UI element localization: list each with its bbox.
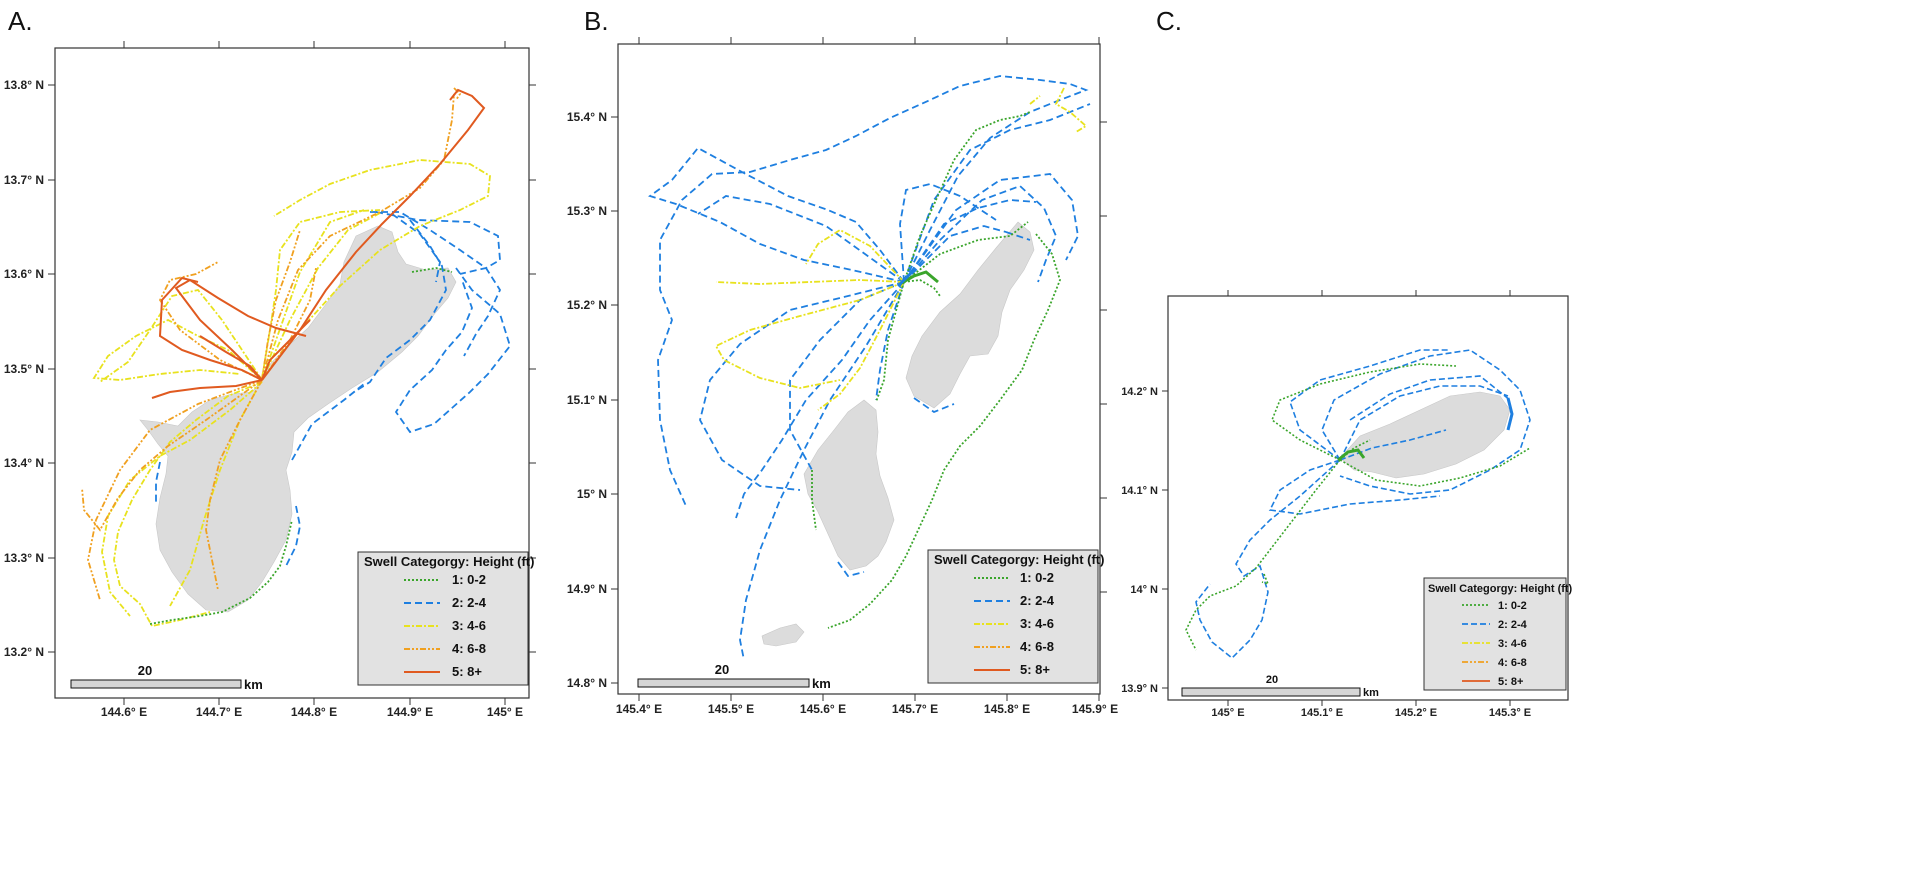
c-scale-bar xyxy=(1181,687,1361,697)
b-legend-item: 1: 0-2 xyxy=(1020,570,1054,585)
a-y-tick: 13.7° N xyxy=(4,173,44,187)
c-y-tick: 14.1° N xyxy=(1121,485,1158,497)
c-scale-number: 20 xyxy=(1266,674,1278,686)
b-legend-item: 3: 4-6 xyxy=(1020,616,1054,631)
c-x-tick: 145.2° E xyxy=(1395,707,1437,719)
c-x-tick: 145.3° E xyxy=(1489,707,1531,719)
a-y-tick: 13.2° N xyxy=(4,645,44,659)
b-scale-unit: km xyxy=(812,676,831,691)
b-y-tick: 15.1° N xyxy=(567,393,607,407)
b-y-tick: 15.3° N xyxy=(567,204,607,218)
saipan-island xyxy=(905,221,1035,409)
panel-a-letter: A. xyxy=(8,6,33,36)
b-scale-number: 20 xyxy=(715,662,729,677)
b-legend-item: 4: 6-8 xyxy=(1020,639,1054,654)
b-x-tick: 145.9° E xyxy=(1072,702,1118,716)
b-x-tick: 145.8° E xyxy=(984,702,1030,716)
tinian-island xyxy=(803,399,895,571)
c-legend-item: 3: 4-6 xyxy=(1498,638,1527,650)
c-east-coast xyxy=(1506,397,1514,431)
c-x-tick: 145.1° E xyxy=(1301,707,1343,719)
a-y-tick: 13.6° N xyxy=(4,267,44,281)
a-x-tick: 145° E xyxy=(487,705,523,719)
aguijan-island xyxy=(761,623,805,647)
b-y-tick: 15.2° N xyxy=(567,298,607,312)
c-scale-unit: km xyxy=(1363,687,1379,699)
panel-b-letter: B. xyxy=(584,6,609,36)
a-scale-unit: km xyxy=(244,677,263,692)
b-x-tick: 145.6° E xyxy=(800,702,846,716)
a-legend-item: 1: 0-2 xyxy=(452,572,486,587)
a-scale-bar xyxy=(70,679,242,689)
b-harbor-cluster xyxy=(899,270,939,286)
c-legend-item: 4: 6-8 xyxy=(1498,657,1527,669)
b-legend-title: Swell Categorgy: Height (ft) xyxy=(934,552,1104,567)
b-scale-bar xyxy=(637,678,810,688)
rota-island xyxy=(1339,391,1511,479)
c-tracks-cat2 xyxy=(1195,349,1531,660)
a-tracks-cat2 xyxy=(155,211,512,567)
b-y-tick: 14.9° N xyxy=(567,582,607,596)
b-legend-item: 2: 2-4 xyxy=(1020,593,1055,608)
a-x-tick: 144.7° E xyxy=(196,705,242,719)
b-y-tick: 14.8° N xyxy=(567,676,607,690)
a-scale-number: 20 xyxy=(138,663,152,678)
c-legend-title: Swell Categorgy: Height (ft) xyxy=(1428,583,1573,595)
a-legend: Swell Categorgy: Height (ft) 1: 0-2 2: 2… xyxy=(357,551,534,686)
a-legend-item: 4: 6-8 xyxy=(452,641,486,656)
b-y-tick: 15.4° N xyxy=(567,110,607,124)
c-legend: Swell Categorgy: Height (ft) 1: 0-2 2: 2… xyxy=(1423,577,1573,691)
panel-c-letter: C. xyxy=(1156,6,1182,36)
a-y-tick: 13.8° N xyxy=(4,78,44,92)
c-tracks-cat1 xyxy=(1185,363,1531,651)
b-legend: Swell Categorgy: Height (ft) 1: 0-2 2: 2… xyxy=(927,549,1104,684)
c-y-tick: 14° N xyxy=(1130,584,1158,596)
a-x-tick: 144.8° E xyxy=(291,705,337,719)
c-x-tick: 145° E xyxy=(1211,707,1244,719)
a-legend-item: 3: 4-6 xyxy=(452,618,486,633)
c-y-tick: 13.9° N xyxy=(1121,683,1158,695)
a-legend-item: 5: 8+ xyxy=(452,664,482,679)
c-legend-item: 2: 2-4 xyxy=(1498,619,1528,631)
a-tracks-cat4 xyxy=(81,87,462,601)
panel-c-map: 145° E 145.1° E 145.2° E 145.3° E 14.2° … xyxy=(1121,290,1573,719)
a-y-tick: 13.5° N xyxy=(4,362,44,376)
a-y-tick: 13.3° N xyxy=(4,551,44,565)
b-tracks-cat1 xyxy=(811,111,1061,629)
c-legend-item: 1: 0-2 xyxy=(1498,600,1527,612)
a-tracks-cat1 xyxy=(149,267,453,625)
a-y-tick: 13.4° N xyxy=(4,456,44,470)
b-harbor-cluster-blue xyxy=(896,270,914,288)
panel-a-map: 144.6° E 144.7° E 144.8° E 144.9° E 145°… xyxy=(4,41,536,719)
c-legend-item: 5: 8+ xyxy=(1498,676,1523,688)
b-legend-item: 5: 8+ xyxy=(1020,662,1050,677)
a-tracks-cat5 xyxy=(151,88,486,399)
b-x-tick: 145.7° E xyxy=(892,702,938,716)
panel-b-map: 145.4° E 145.5° E 145.6° E 145.7° E 145.… xyxy=(567,37,1118,716)
b-x-tick: 145.5° E xyxy=(708,702,754,716)
c-y-tick: 14.2° N xyxy=(1121,386,1158,398)
a-x-tick: 144.9° E xyxy=(387,705,433,719)
b-x-tick: 145.4° E xyxy=(616,702,662,716)
b-y-tick: 15° N xyxy=(577,487,607,501)
a-legend-item: 2: 2-4 xyxy=(452,595,487,610)
a-x-tick: 144.6° E xyxy=(101,705,147,719)
a-legend-title: Swell Categorgy: Height (ft) xyxy=(364,554,534,569)
c-harbor-cluster xyxy=(1337,448,1366,462)
b-tracks-cat3 xyxy=(714,87,1088,411)
